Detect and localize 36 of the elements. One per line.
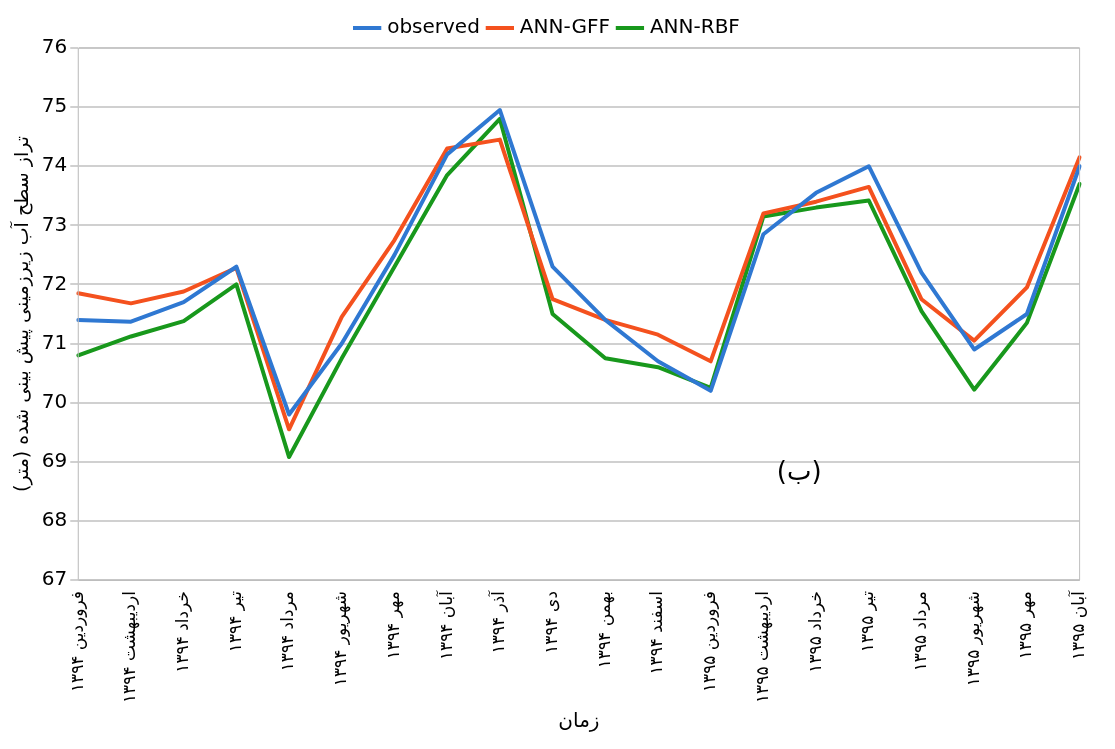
x-tick-label: تیر ۱۳۹۵ xyxy=(857,590,878,653)
x-tick-label: فروردین ۱۳۹۵ xyxy=(699,591,720,693)
x-tick-label: مرداد ۱۳۹۴ xyxy=(277,591,298,672)
x-tick-label: مهر ۱۳۹۵ xyxy=(1015,591,1037,660)
x-tick-label: خرداد ۱۳۹۴ xyxy=(172,591,193,673)
x-tick-label: بهمن ۱۳۹۴ xyxy=(593,591,615,669)
legend-label: ANN-RBF xyxy=(649,14,740,39)
x-tick-label: فروردین ۱۳۹۴ xyxy=(66,591,87,693)
x-tick-label: آبان ۱۳۹۵ xyxy=(1067,589,1089,661)
y-tick-label: 71 xyxy=(41,329,68,354)
x-tick-label: مهر ۱۳۹۴ xyxy=(382,591,404,660)
y-tick-label: 72 xyxy=(41,270,68,295)
y-tick-label: 73 xyxy=(41,211,68,236)
x-tick-label: اردیبهشت ۱۳۹۵ xyxy=(751,591,773,704)
y-tick-label: 67 xyxy=(41,566,68,591)
x-tick-label: شهریور ۱۳۹۵ xyxy=(962,591,984,687)
y-tick-label: 76 xyxy=(41,34,68,59)
x-tick-label: خرداد ۱۳۹۵ xyxy=(804,591,825,673)
x-tick-label: آبان ۱۳۹۴ xyxy=(434,589,456,661)
x-tick-label: اسفند ۱۳۹۴ xyxy=(646,591,667,675)
x-tick-label: شهریور ۱۳۹۴ xyxy=(330,591,352,687)
x-tick-label: مرداد ۱۳۹۵ xyxy=(909,591,930,672)
y-tick-label: 75 xyxy=(41,93,68,118)
x-tick-label: آذر ۱۳۹۴ xyxy=(487,589,509,654)
y-tick-label: 68 xyxy=(41,507,68,532)
legend-label: observed xyxy=(387,14,480,39)
annotation: (ب) xyxy=(776,456,822,487)
legend-label: ANN-GFF xyxy=(519,14,610,39)
x-tick-label: دی ۱۳۹۴ xyxy=(541,591,561,654)
y-axis-title: تراز سطح آب زیرزمینی پیش بینی شده (متر) xyxy=(9,136,34,492)
x-tick-label: تیر ۱۳۹۴ xyxy=(224,590,245,653)
y-tick-label: 69 xyxy=(41,447,68,472)
y-tick-label: 70 xyxy=(41,388,68,413)
x-tick-label: اردیبهشت ۱۳۹۴ xyxy=(119,591,141,704)
y-tick-label: 74 xyxy=(41,152,68,177)
x-axis-title: زمان xyxy=(558,708,600,733)
